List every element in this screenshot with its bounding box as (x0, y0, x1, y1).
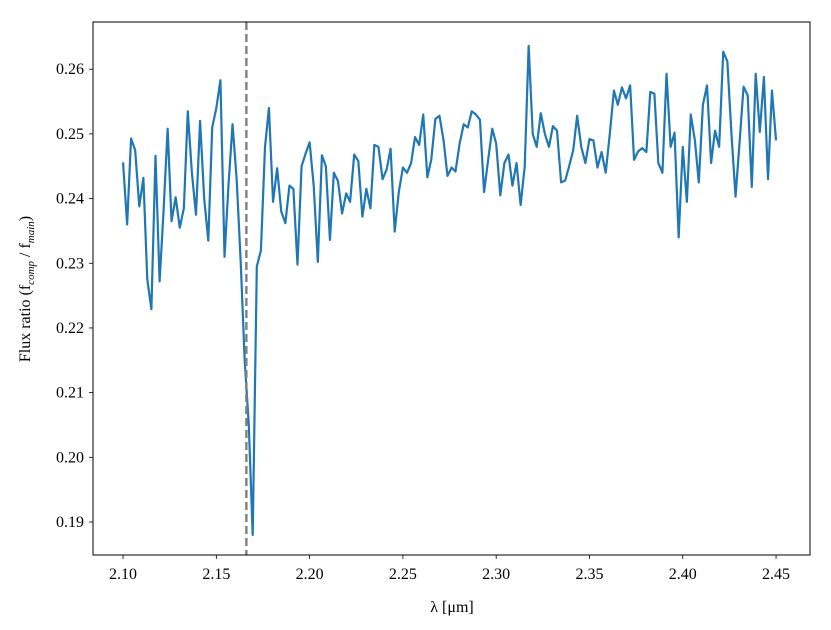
y-tick-label: 0.26 (56, 61, 84, 78)
y-label-part: / f (17, 243, 34, 261)
y-tick-label: 0.23 (56, 255, 84, 272)
y-tick-label: 0.21 (56, 385, 84, 402)
y-label-part: Flux ratio (f (17, 284, 34, 362)
y-tick-label: 0.19 (56, 514, 84, 531)
y-tick-label: 0.25 (56, 126, 84, 143)
x-tick-label: 2.20 (296, 566, 324, 583)
y-label-subscript: main (25, 221, 37, 244)
y-axis-label: Flux ratio (fcomp / fmain) (17, 216, 37, 362)
y-label-subscript: comp (25, 260, 37, 284)
plot-frame (92, 21, 811, 556)
y-tick-label: 0.22 (56, 320, 84, 337)
y-tick-label: 0.20 (56, 449, 84, 466)
x-tick-label: 2.10 (109, 566, 137, 583)
data-line (121, 44, 778, 537)
x-tick-label: 2.15 (202, 566, 230, 583)
x-tick-label: 2.25 (389, 566, 417, 583)
x-tick-label: 2.45 (762, 566, 790, 583)
x-tick-label: 2.40 (669, 566, 697, 583)
y-tick-label: 0.24 (56, 191, 84, 208)
x-tick-label: 2.30 (482, 566, 510, 583)
y-label-part: ) (17, 216, 34, 221)
x-tick-label: 2.35 (575, 566, 603, 583)
x-axis-label: λ [μm] (430, 599, 473, 616)
